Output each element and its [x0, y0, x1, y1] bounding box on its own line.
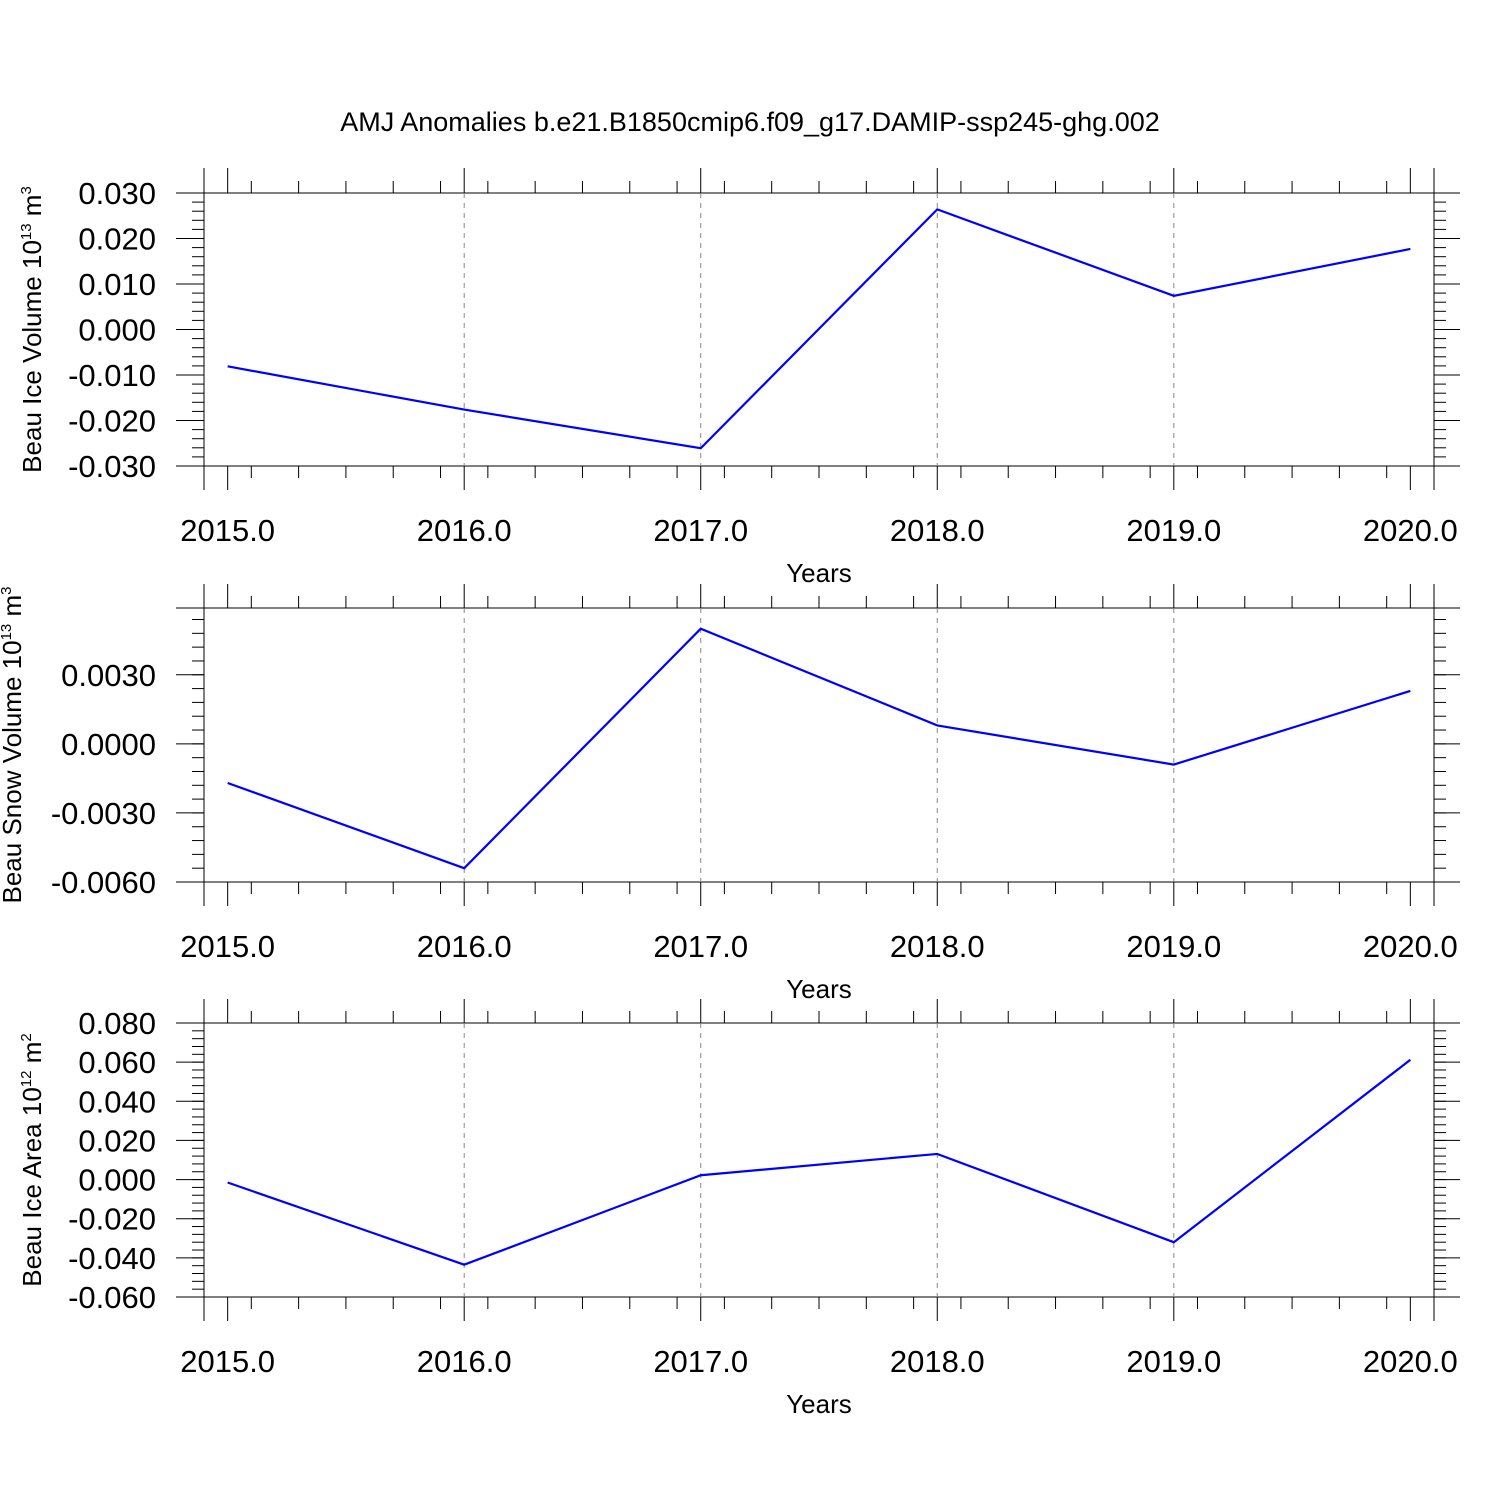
y-tick-label: -0.020	[68, 404, 156, 439]
y-tick-label: 0.0030	[61, 658, 156, 693]
x-tick-label: 2019.0	[1126, 513, 1221, 548]
y-tick-label: -0.040	[68, 1241, 156, 1276]
x-tick-label: 2016.0	[417, 1344, 512, 1379]
x-tick-label: 2016.0	[417, 929, 512, 964]
y-tick-label: -0.060	[68, 1280, 156, 1315]
y-tick-label: 0.0000	[61, 727, 156, 762]
series-line	[227, 1058, 1412, 1266]
y-axis-title: Beau Ice Volume 1013 m3	[17, 186, 47, 473]
y-tick-label: 0.060	[78, 1045, 156, 1080]
y-tick-label: 0.030	[78, 176, 156, 211]
panels: 2015.0 2016.0 2017.0 2018.0 2019.0 2020.0 0.03…	[0, 168, 1460, 1419]
y-tick-label: 0.080	[78, 1006, 156, 1041]
y-tick-label: -0.010	[68, 358, 156, 393]
x-tick-label: 2015.0	[180, 929, 275, 964]
x-tick-label: 2016.0	[417, 513, 512, 548]
y-tick-label: 0.000	[78, 313, 156, 348]
x-tick-label: 2017.0	[653, 513, 748, 548]
chart-panel-1: 2015.0 2016.0 2017.0 2018.0 2019.0 2020.0 0.03…	[17, 168, 1460, 588]
y-tick-label: 0.020	[78, 1123, 156, 1158]
y-tick-label: 0.010	[78, 267, 156, 302]
y-tick-label: -0.0060	[51, 865, 156, 900]
x-tick-label: 2015.0	[180, 1344, 275, 1379]
y-tick-label: 0.020	[78, 222, 156, 257]
x-tick-label: 2015.0	[180, 513, 275, 548]
y-tick-label: 0.000	[78, 1163, 156, 1198]
x-axis-title: Years	[786, 558, 852, 588]
x-tick-label: 2017.0	[653, 929, 748, 964]
figure-title: AMJ Anomalies b.e21.B1850cmip6.f09_g17.D…	[340, 107, 1160, 137]
series-line	[227, 208, 1411, 450]
series-line	[227, 627, 1411, 870]
x-tick-label: 2019.0	[1126, 929, 1221, 964]
x-tick-label: 2020.0	[1363, 513, 1458, 548]
x-tick-label: 2017.0	[653, 1344, 748, 1379]
x-axis-title: Years	[786, 1389, 852, 1419]
chart-panel-2: 2015.0 2016.0 2017.0 2018.0 2019.0 2020.0 0.00…	[0, 584, 1460, 1004]
y-tick-label: -0.020	[68, 1202, 156, 1237]
x-tick-label: 2018.0	[890, 513, 985, 548]
x-axis-title: Years	[786, 974, 852, 1004]
x-tick-label: 2018.0	[890, 1344, 985, 1379]
chart-panel-3: 2015.0 2016.0 2017.0 2018.0 2019.0 2020.0 0.08…	[17, 999, 1460, 1419]
x-tick-label: 2020.0	[1363, 929, 1458, 964]
y-axis-title: Beau Snow Volume 1013 m3	[0, 587, 27, 904]
y-tick-label: -0.0030	[51, 796, 156, 831]
y-tick-label: 0.040	[78, 1084, 156, 1119]
y-axis-title: Beau Ice Area 1012 m2	[17, 1033, 47, 1286]
y-tick-label: -0.030	[68, 449, 156, 484]
x-tick-label: 2019.0	[1126, 1344, 1221, 1379]
x-tick-label: 2020.0	[1363, 1344, 1458, 1379]
x-tick-label: 2018.0	[890, 929, 985, 964]
